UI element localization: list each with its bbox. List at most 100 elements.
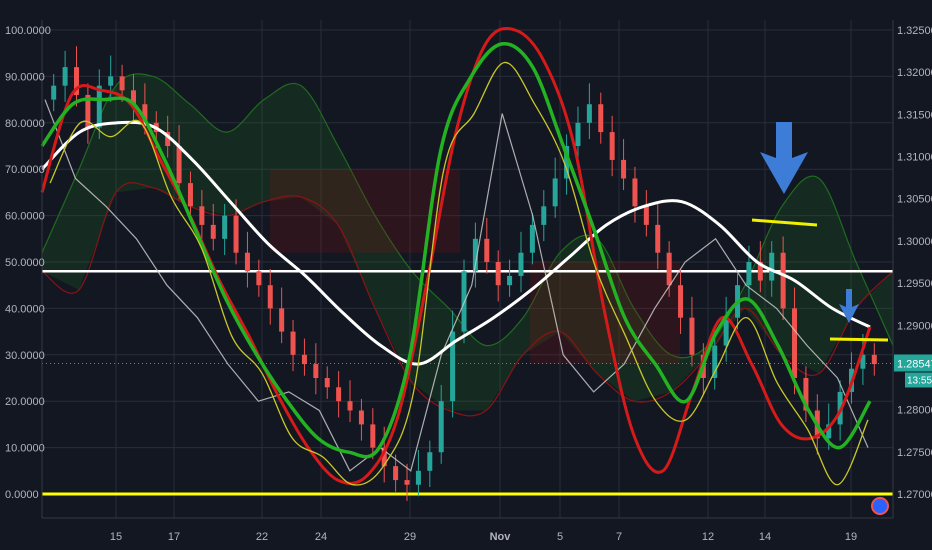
candle-up xyxy=(541,206,547,225)
right-tick-label: 1.32500 xyxy=(897,25,932,37)
x-tick-label: 17 xyxy=(168,531,180,543)
candle-down xyxy=(85,94,91,128)
candle-up xyxy=(518,252,524,276)
candle-down xyxy=(655,224,661,253)
candle-up xyxy=(552,178,558,207)
candle-down xyxy=(678,285,684,318)
candle-down xyxy=(267,285,273,309)
cloud-upper-line xyxy=(41,73,894,359)
candle-down xyxy=(632,178,638,207)
candle-up xyxy=(108,76,114,86)
candle-down xyxy=(792,308,798,378)
x-tick-label: 7 xyxy=(616,531,622,543)
current-price-badge xyxy=(894,354,932,372)
candle-down xyxy=(336,387,342,402)
down-arrow-large xyxy=(760,122,808,194)
candle-down xyxy=(484,238,490,262)
right-tick-label: 1.29000 xyxy=(897,320,932,332)
left-tick-label: 100.0000 xyxy=(5,25,51,37)
candle-up xyxy=(51,85,57,100)
axes: 100.000090.000080.000070.000060.000050.0… xyxy=(5,20,932,543)
resistance-marker-line xyxy=(829,337,889,342)
candle-down xyxy=(199,206,205,225)
candle-up xyxy=(575,122,581,146)
candle-up xyxy=(586,104,592,123)
candle-down xyxy=(176,146,182,184)
candle-up xyxy=(415,470,421,485)
candle-up xyxy=(427,452,433,471)
current-price-label: 1.28547 xyxy=(897,358,932,370)
right-tick-label: 1.32000 xyxy=(897,67,932,79)
candle-down xyxy=(187,183,193,207)
candle-down xyxy=(210,224,216,239)
x-tick-label: 22 xyxy=(256,531,268,543)
countdown-badge xyxy=(905,372,932,388)
candle-up xyxy=(564,146,570,179)
candle-down xyxy=(609,132,615,160)
right-tick-label: 1.27000 xyxy=(897,489,932,501)
flag-icon xyxy=(871,497,889,515)
candle-down xyxy=(256,271,262,286)
left-tick-label: 20.0000 xyxy=(5,396,45,408)
left-tick-label: 60.0000 xyxy=(5,211,45,223)
x-tick-label: 29 xyxy=(404,531,416,543)
x-tick-label: Nov xyxy=(490,531,512,543)
green-band-line xyxy=(40,42,872,459)
candle-down xyxy=(279,308,285,332)
candle-down xyxy=(598,104,604,133)
candle-down xyxy=(73,67,79,95)
candle-down xyxy=(495,262,501,286)
candle-down xyxy=(119,76,125,91)
candle-down xyxy=(244,252,250,272)
candle-up xyxy=(826,424,832,439)
candle-down xyxy=(381,447,387,467)
cloud-fill-green xyxy=(42,73,893,411)
oscillator-series xyxy=(44,99,869,472)
candle-down xyxy=(324,378,330,388)
x-tick-label: 24 xyxy=(315,531,327,543)
candle-down xyxy=(233,215,239,253)
candle-down xyxy=(643,206,649,225)
left-tick-label: 40.0000 xyxy=(5,303,45,315)
candle-down xyxy=(313,364,319,378)
annotations xyxy=(751,122,889,342)
right-tick-label: 1.30000 xyxy=(897,236,932,248)
countdown-label: 13:55 xyxy=(907,375,932,386)
indicator-lines xyxy=(40,26,872,486)
x-tick-label: 19 xyxy=(845,531,857,543)
left-tick-label: 30.0000 xyxy=(5,350,45,362)
candle-down xyxy=(301,354,307,365)
candle-down xyxy=(165,132,171,146)
candle-up xyxy=(529,224,535,253)
right-tick-label: 1.28000 xyxy=(897,405,932,417)
candle-down xyxy=(689,317,695,355)
candle-down xyxy=(621,159,627,179)
down-arrow-small xyxy=(839,289,859,323)
candle-down xyxy=(290,331,296,355)
candle-up xyxy=(712,345,718,378)
candle-up xyxy=(723,317,729,346)
candle-up xyxy=(96,85,102,128)
candle-up xyxy=(62,67,68,86)
candle-up xyxy=(507,275,513,286)
candle-up xyxy=(222,215,228,239)
right-tick-label: 1.30500 xyxy=(897,194,932,206)
candle-down xyxy=(358,410,364,425)
left-tick-label: 70.0000 xyxy=(5,164,45,176)
yellow-band-line xyxy=(49,61,869,486)
resistance-marker-line xyxy=(751,218,818,227)
right-tick-label: 1.31500 xyxy=(897,109,932,121)
left-tick-label: 50.0000 xyxy=(5,257,45,269)
left-tick-label: 0.0000 xyxy=(5,489,39,501)
candle-down xyxy=(871,354,877,365)
candle-up xyxy=(769,252,775,281)
left-tick-label: 10.0000 xyxy=(5,443,45,455)
candle-up xyxy=(472,238,478,272)
candle-up xyxy=(450,331,456,402)
candle-down xyxy=(757,262,763,281)
candle-down xyxy=(803,378,809,411)
candle-down xyxy=(393,466,399,481)
candle-down xyxy=(404,480,410,485)
right-tick-label: 1.27500 xyxy=(897,447,932,459)
